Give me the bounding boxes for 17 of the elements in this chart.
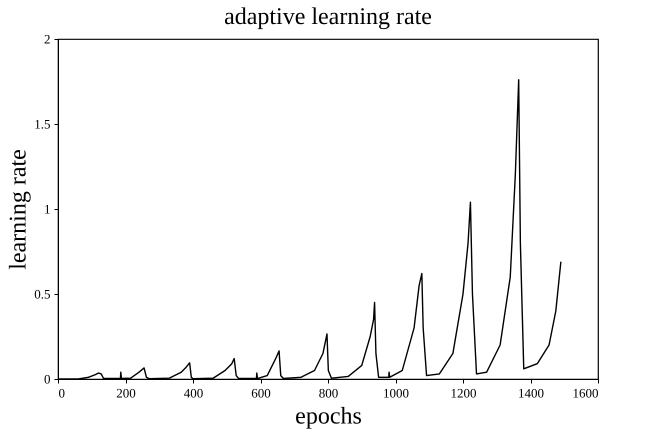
x-tick-label: 1200 (450, 386, 476, 400)
x-tick-label: 1400 (518, 386, 544, 400)
x-tick-label: 0 (58, 386, 65, 400)
y-tick-label: 1.5 (34, 116, 50, 132)
y-tick-label: 1 (44, 202, 50, 216)
x-tick-label: 600 (251, 386, 271, 400)
x-tick-label: 1000 (383, 386, 409, 400)
x-tick-label: 400 (184, 386, 204, 400)
y-tick-label: 2 (44, 32, 50, 46)
y-tick-label: 0 (44, 372, 50, 386)
x-tick-label: 800 (318, 386, 338, 400)
y-axis-title: learning rate (5, 149, 32, 270)
x-tick-label: 200 (116, 386, 136, 400)
x-axis-title: epochs (295, 404, 362, 430)
chart-title: adaptive learning rate (224, 4, 432, 30)
y-tick-label: 0.5 (34, 286, 50, 302)
x-tick-label: 1600 (572, 386, 598, 400)
